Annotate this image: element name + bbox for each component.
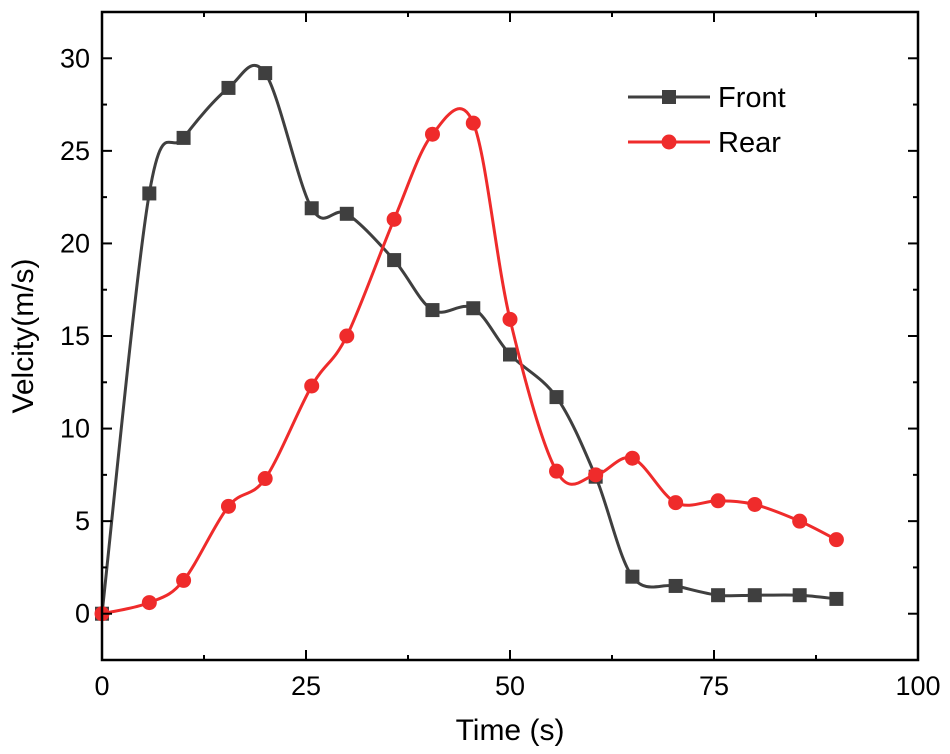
x-tick-label: 100: [895, 671, 940, 701]
data-point-front: [142, 186, 157, 201]
data-point-front: [304, 201, 319, 216]
legend-item-front: Front: [628, 82, 786, 114]
data-point-front: [339, 206, 354, 221]
legend-marker-front: [662, 90, 676, 104]
data-point-rear: [465, 115, 481, 131]
data-point-front: [176, 130, 191, 145]
data-point-rear: [668, 495, 684, 511]
data-point-rear: [339, 328, 355, 344]
x-tick-label: 0: [94, 671, 109, 701]
legend-label-rear: Rear: [718, 127, 781, 159]
data-point-front: [829, 591, 844, 606]
series-layer: [94, 64, 844, 622]
data-point-rear: [257, 471, 273, 487]
y-tick-label: 5: [75, 506, 90, 536]
data-point-front: [747, 588, 762, 603]
y-axis-title: Velcity(m/s): [7, 258, 40, 413]
data-point-front: [258, 66, 273, 81]
data-point-rear: [220, 498, 236, 514]
data-point-front: [668, 578, 683, 593]
data-point-front: [549, 390, 564, 405]
x-tick-label: 50: [495, 671, 525, 701]
legend-marker-rear: [661, 134, 677, 150]
y-tick-label: 15: [60, 321, 90, 351]
series-rear: [94, 107, 844, 622]
data-point-front: [792, 588, 807, 603]
data-point-rear: [792, 513, 808, 529]
axis-ticks: 0 25 50 75 100 0 5 10 15 20 25 30: [60, 12, 941, 701]
data-point-rear: [549, 463, 565, 479]
y-tick-label: 30: [60, 43, 90, 73]
plot-frame: [100, 10, 920, 662]
y-tick-label: 20: [60, 228, 90, 258]
y-tick-label: 0: [75, 599, 90, 629]
y-tick-label: 25: [60, 136, 90, 166]
data-point-rear: [141, 595, 157, 611]
x-tick-label: 25: [291, 671, 321, 701]
data-point-rear: [624, 450, 640, 466]
series-line-rear: [101, 107, 838, 616]
series-front: [95, 64, 844, 621]
data-point-front: [711, 588, 726, 603]
y-tick-label: 10: [60, 414, 90, 444]
data-point-front: [503, 347, 517, 362]
data-point-rear: [424, 126, 440, 142]
data-point-rear: [304, 378, 320, 394]
data-point-rear: [588, 467, 604, 483]
x-tick-label: 75: [699, 671, 729, 701]
legend-item-rear: Rear: [628, 127, 781, 159]
data-point-rear: [502, 311, 518, 327]
data-point-front: [625, 569, 640, 584]
x-axis-title: Time (s): [456, 714, 565, 747]
data-point-front: [221, 80, 236, 95]
legend-label-front: Front: [718, 82, 786, 114]
data-point-front: [466, 301, 481, 316]
data-point-rear: [386, 211, 402, 227]
legend: Front Rear: [628, 82, 786, 159]
data-point-rear: [747, 496, 763, 512]
data-point-rear: [176, 572, 192, 588]
data-point-rear: [828, 532, 844, 548]
data-point-front: [387, 253, 402, 268]
data-point-rear: [710, 493, 726, 509]
data-point-front: [425, 303, 440, 318]
